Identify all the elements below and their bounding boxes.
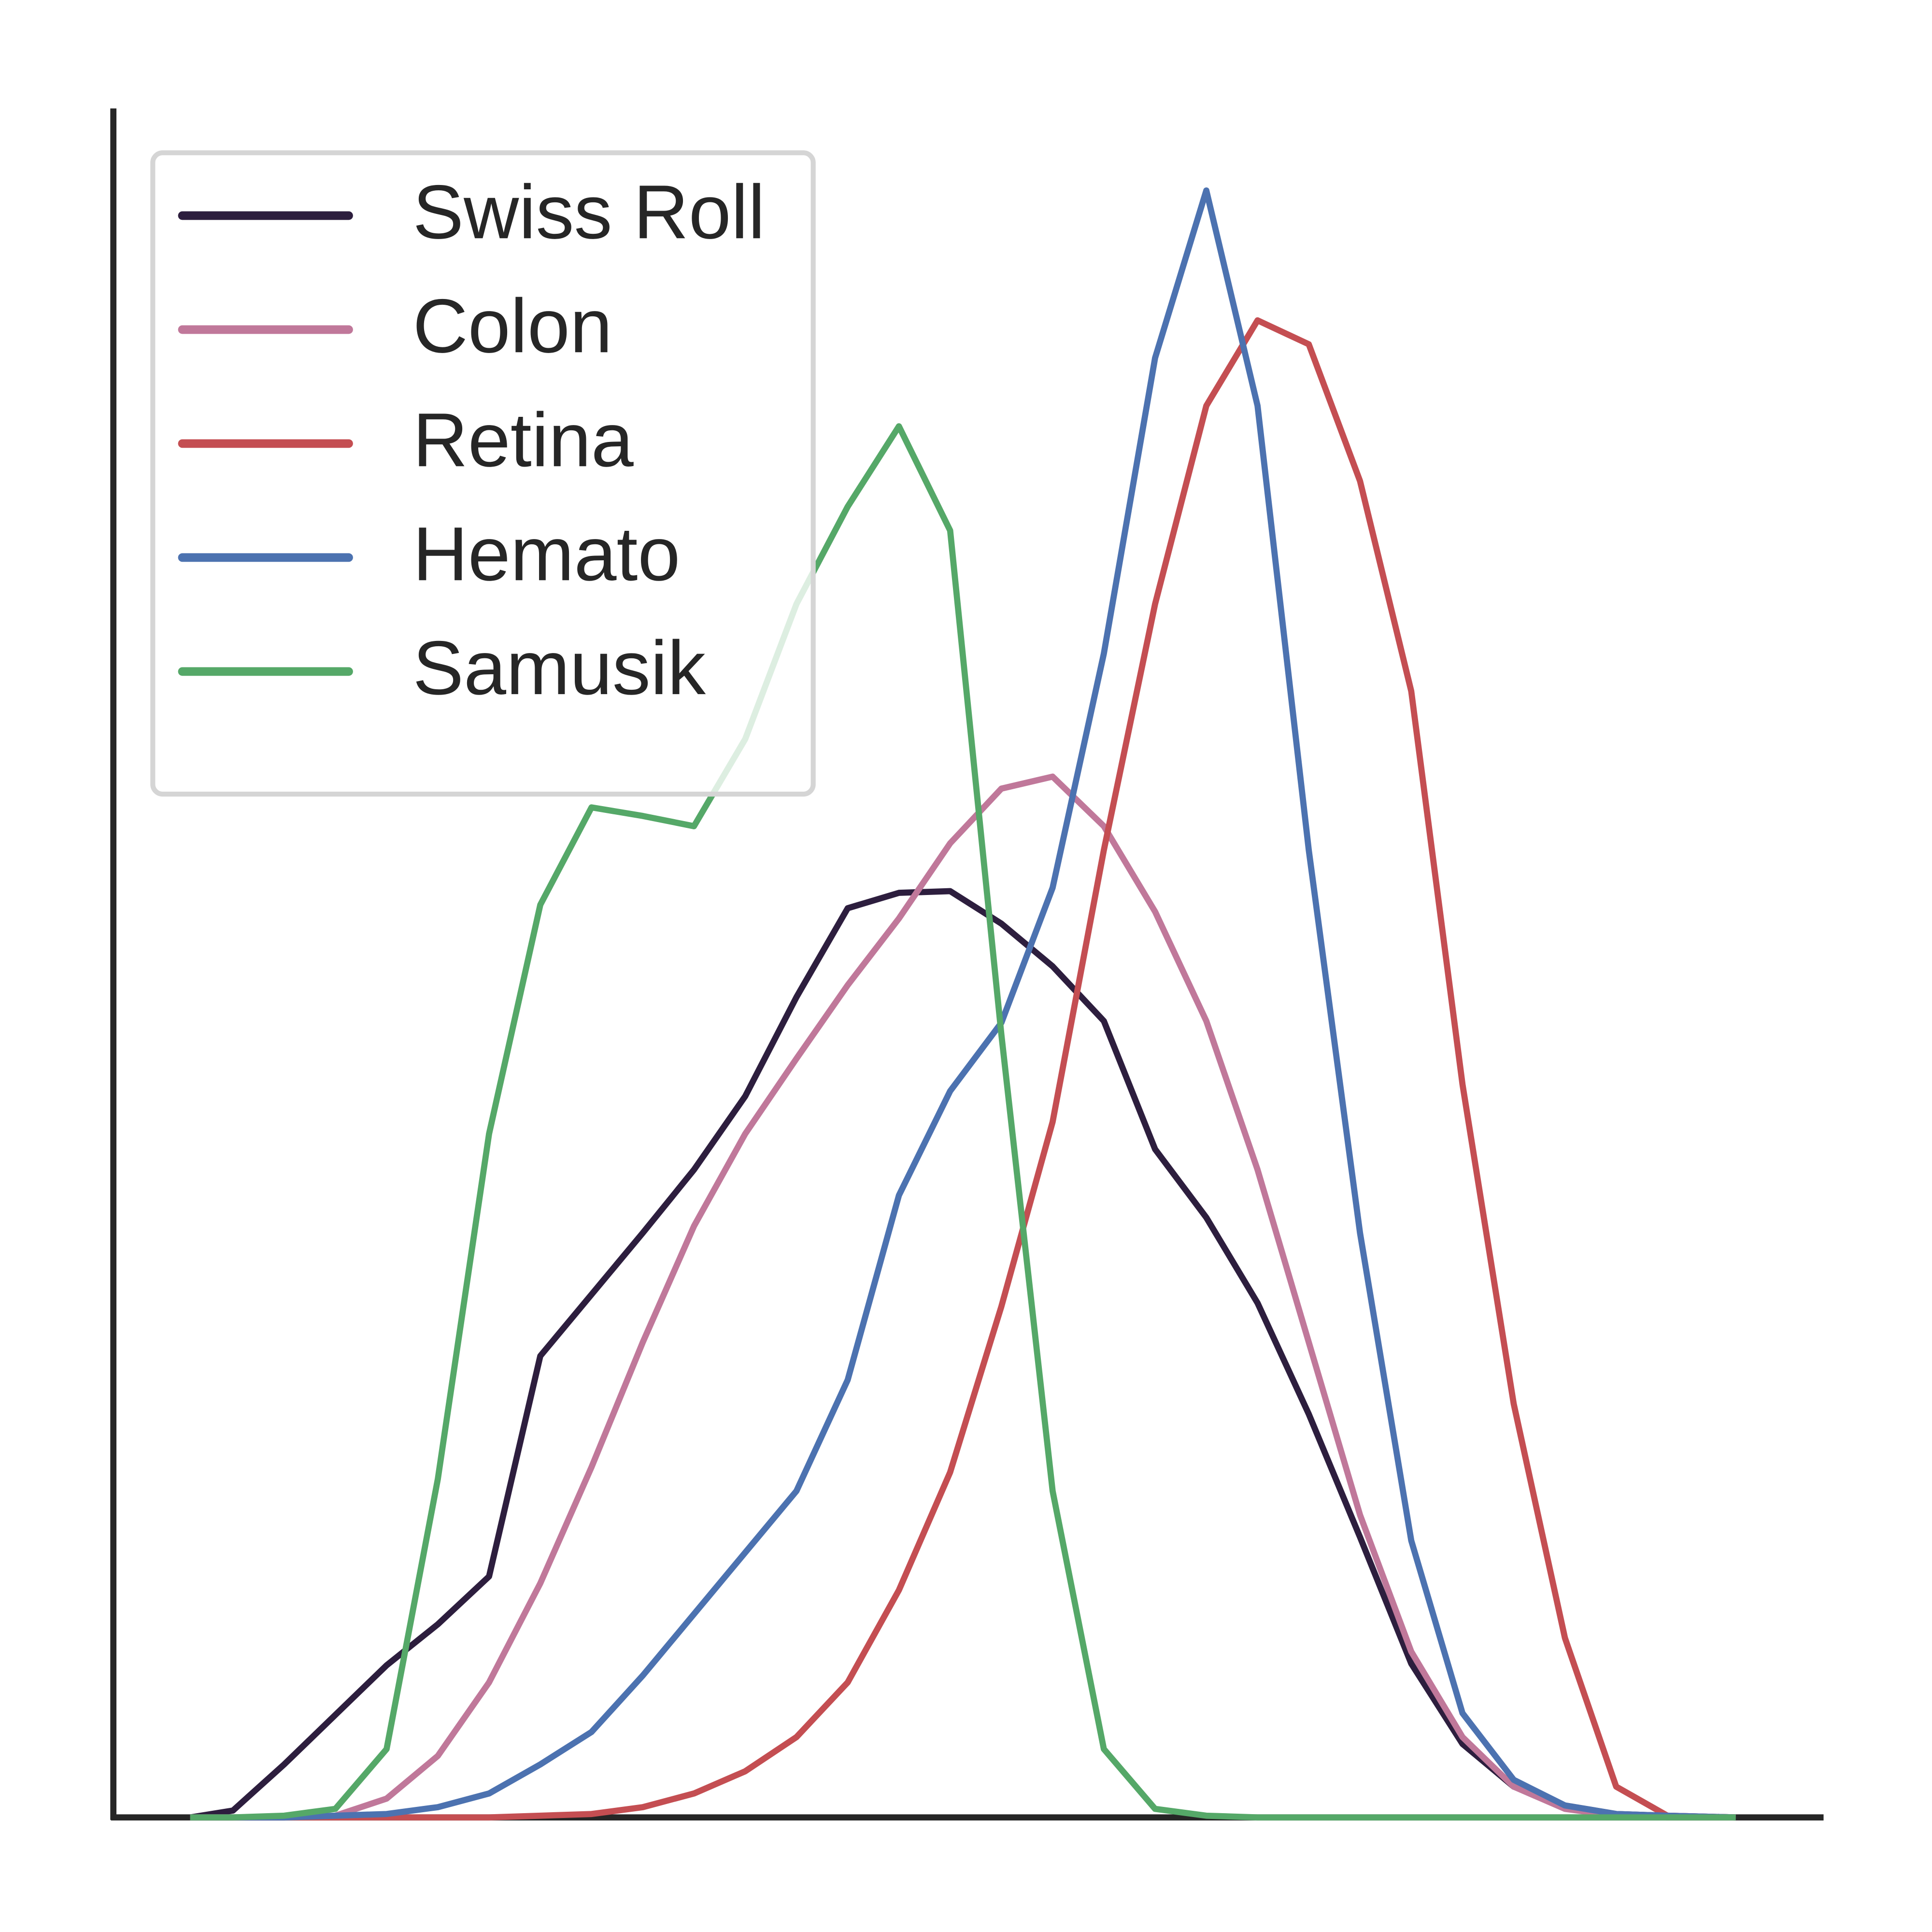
legend-label: Hemato <box>413 511 681 597</box>
legend-label: Swiss Roll <box>413 169 765 255</box>
series-line <box>190 187 1736 1821</box>
series-line <box>190 423 1736 1821</box>
legend-box <box>150 150 816 797</box>
legend-label: Samusik <box>413 625 706 710</box>
series-line <box>189 888 1736 1821</box>
series-line <box>190 773 1736 1821</box>
curves <box>189 187 1736 1821</box>
series-line <box>190 317 1736 1821</box>
legend: Swiss Roll Colon Retina Hemato Samusik <box>150 150 816 797</box>
legend-label: Retina <box>413 397 634 483</box>
legend-label: Colon <box>413 283 612 369</box>
